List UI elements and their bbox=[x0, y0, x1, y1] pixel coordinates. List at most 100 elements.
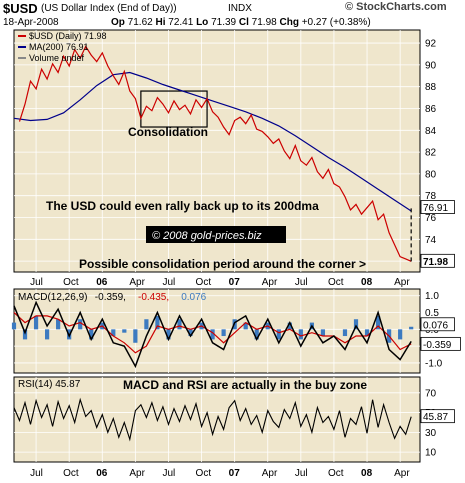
macd-histogram-bar bbox=[78, 319, 83, 330]
date-label: 18-Apr-2008 bbox=[3, 17, 59, 28]
price-tick-label: 78 bbox=[425, 191, 437, 202]
consolidation-box bbox=[140, 90, 208, 128]
macd-value-tag: -0.359 bbox=[423, 340, 452, 351]
bottom-x-tick-label: Oct bbox=[196, 468, 212, 479]
quote-line: Op 71.62 Hi 72.41 Lo 71.39 Cl 71.98 Chg … bbox=[111, 17, 371, 28]
macd-histogram-bar bbox=[11, 322, 17, 330]
macd-signal-line bbox=[13, 312, 412, 354]
bottom-x-tick-label: 07 bbox=[229, 468, 241, 479]
macd-histogram-bar bbox=[210, 329, 215, 340]
watermark-bg bbox=[146, 226, 286, 243]
rsi-line bbox=[13, 397, 412, 442]
macd-histogram-bar bbox=[221, 329, 226, 337]
price-tick-label: 92 bbox=[425, 39, 437, 50]
macd-histogram-bar bbox=[254, 329, 259, 340]
price-x-tick-label: Apr bbox=[262, 277, 278, 288]
macd-tick-label: 1.0 bbox=[425, 291, 439, 302]
rsi-value-tag-box bbox=[420, 409, 455, 424]
macd-histogram-bar bbox=[375, 315, 381, 330]
price-x-tick-label: Jul bbox=[30, 277, 43, 288]
macd-histogram-bar bbox=[133, 329, 138, 343]
macd-histogram-bar bbox=[188, 329, 193, 337]
price-x-tick-label: Oct bbox=[63, 277, 79, 288]
macd-histogram-bar bbox=[155, 315, 160, 330]
macd-histogram-bar bbox=[398, 329, 403, 340]
bottom-x-tick-label: Jul bbox=[30, 468, 43, 479]
price-tick-label: 90 bbox=[425, 60, 437, 71]
chart-symbol: $USD bbox=[3, 1, 38, 16]
rsi-tick-label: 10 bbox=[425, 448, 437, 459]
close-value: 71.98 bbox=[251, 17, 277, 28]
open-value: 71.62 bbox=[127, 17, 153, 28]
macd-tick-label: 0.5 bbox=[425, 308, 439, 319]
macd-histogram-bar bbox=[166, 329, 171, 340]
high-label: Hi bbox=[155, 17, 166, 28]
price-x-tick-label: Oct bbox=[328, 277, 344, 288]
rsi-tick-label: 30 bbox=[425, 428, 437, 439]
macd-histogram-bar bbox=[364, 329, 370, 337]
bottom-x-tick-label: 08 bbox=[361, 468, 373, 479]
price-legend-label: MA(200) 76.91 bbox=[29, 42, 89, 52]
close-label: Cl bbox=[238, 17, 249, 28]
macd-legend-value: -0.359, bbox=[95, 292, 126, 303]
macd-histogram-bar bbox=[276, 329, 281, 340]
bottom-x-tick-label: Oct bbox=[328, 468, 344, 479]
price-tick-label: 82 bbox=[425, 148, 437, 159]
price-x-tick-label: Jul bbox=[295, 277, 308, 288]
price-tick-label: 76 bbox=[425, 213, 437, 224]
bottom-x-tick-label: Apr bbox=[394, 468, 410, 479]
change-label: Chg bbox=[279, 17, 299, 28]
macd-histogram-bar bbox=[353, 319, 359, 330]
ma200-line bbox=[13, 71, 412, 212]
price-x-tick-label: 06 bbox=[96, 277, 108, 288]
price-line bbox=[18, 45, 412, 262]
price-legend-label: Volume undef bbox=[29, 53, 85, 63]
macd-value-tag-box bbox=[420, 336, 461, 351]
bottom-x-tick-label: Apr bbox=[129, 468, 145, 479]
price-x-tick-label: Jul bbox=[162, 277, 175, 288]
price-x-tick-label: Apr bbox=[129, 277, 145, 288]
bottom-x-tick-label: Jul bbox=[295, 468, 308, 479]
macd-legend-signal: -0.435, bbox=[138, 292, 169, 303]
macd-histogram-bar bbox=[89, 329, 94, 340]
macd-histogram-bar bbox=[122, 329, 127, 333]
macd-histogram-bar bbox=[298, 329, 303, 340]
macd-histogram-bar bbox=[342, 329, 348, 337]
close-price-tag: 71.98 bbox=[423, 257, 448, 268]
macd-tick-label: -1.0 bbox=[425, 358, 443, 369]
bottom-x-tick-label: Jul bbox=[162, 468, 175, 479]
price-tick-label: 84 bbox=[425, 126, 437, 137]
annotation-buy-zone: MACD and RSI are actually in the buy zon… bbox=[123, 378, 367, 392]
rsi-tick-label: 70 bbox=[425, 388, 437, 399]
price-tick-label: 74 bbox=[425, 235, 437, 246]
macd-legend-label: MACD(12,26,9) bbox=[18, 292, 87, 303]
low-value: 71.39 bbox=[211, 17, 237, 28]
macd-histogram-bar bbox=[144, 319, 149, 330]
low-label: Lo bbox=[196, 17, 209, 28]
macd-hist-tag-box bbox=[420, 317, 455, 332]
price-legend-label: $USD (Daily) 71.98 bbox=[29, 31, 107, 41]
annotation-consolidation: Consolidation bbox=[128, 125, 208, 139]
macd-histogram-bar bbox=[409, 326, 414, 330]
price-x-tick-label: Apr bbox=[394, 277, 410, 288]
macd-histogram-bar bbox=[56, 319, 61, 330]
exchange-label: INDX bbox=[228, 3, 252, 14]
bottom-x-tick-label: 06 bbox=[96, 468, 108, 479]
macd-histogram-bar bbox=[111, 329, 116, 337]
macd-histogram-bar bbox=[243, 322, 248, 330]
ma-price-tag: 76.91 bbox=[423, 203, 448, 214]
close-price-tag-box bbox=[420, 253, 455, 268]
change-value: +0.27 (+0.38%) bbox=[301, 17, 371, 28]
macd-histogram-bar bbox=[44, 329, 50, 340]
open-label: Op bbox=[111, 17, 125, 28]
high-value: 72.41 bbox=[168, 17, 194, 28]
macd-histogram-bar bbox=[320, 329, 326, 337]
annotation-watermark: © 2008 gold-prices.biz bbox=[152, 230, 262, 242]
price-x-tick-label: Oct bbox=[196, 277, 212, 288]
ma-price-tag-box bbox=[420, 200, 455, 214]
price-x-tick-label: 07 bbox=[229, 277, 241, 288]
price-tick-label: 80 bbox=[425, 169, 437, 180]
macd-histogram-bar bbox=[177, 319, 182, 330]
bottom-x-tick-label: Oct bbox=[63, 468, 79, 479]
